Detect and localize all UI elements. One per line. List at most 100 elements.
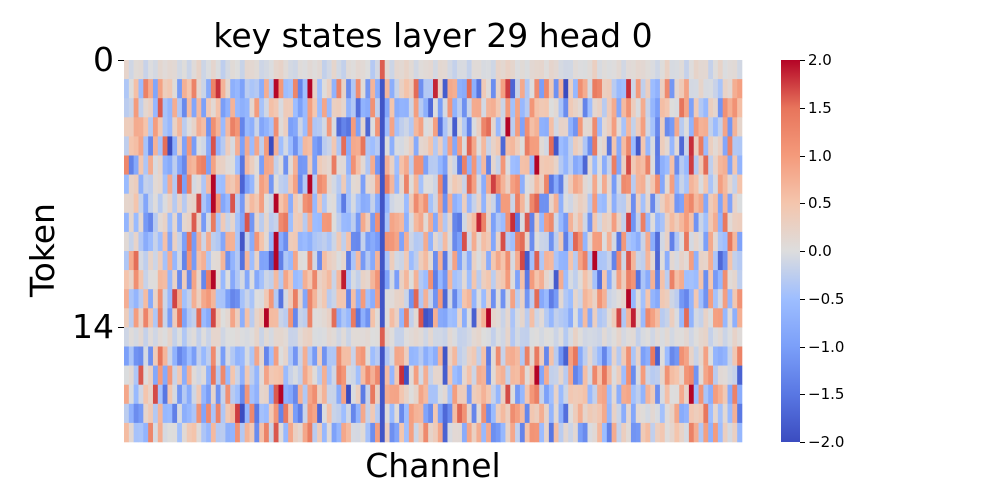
heatmap-cell — [365, 155, 371, 175]
heatmap-cell — [321, 98, 328, 118]
heatmap-cell — [664, 155, 670, 175]
heatmap-cell — [384, 365, 390, 385]
heatmap-cell — [172, 79, 178, 99]
heatmap-cell — [717, 117, 723, 137]
heatmap-cell — [471, 136, 477, 156]
heatmap-cell — [273, 117, 279, 137]
heatmap-cell — [486, 365, 492, 385]
heatmap-cell — [457, 155, 463, 175]
heatmap-cell — [606, 212, 612, 233]
heatmap-cell — [235, 384, 241, 405]
heatmap-cell — [534, 79, 540, 99]
heatmap-cell — [181, 289, 188, 309]
heatmap-cell — [481, 212, 487, 233]
heatmap-cell — [124, 365, 130, 385]
heatmap-cell — [698, 231, 704, 252]
heatmap-cell — [124, 403, 130, 424]
heatmap-cell — [688, 403, 695, 424]
heatmap-cell — [669, 231, 675, 252]
heatmap-cell — [524, 60, 530, 80]
heatmap-cell — [553, 193, 559, 214]
heatmap-cell — [693, 79, 699, 99]
heatmap-cell — [230, 98, 236, 118]
heatmap-cell — [490, 136, 497, 156]
heatmap-cell — [573, 79, 579, 99]
heatmap-cell — [529, 384, 535, 405]
heatmap-cell — [490, 212, 497, 233]
heatmap-cell — [703, 231, 709, 252]
heatmap-cell — [481, 403, 487, 424]
heatmap-cell — [365, 289, 371, 309]
heatmap-cell — [476, 384, 482, 405]
heatmap-cell — [206, 136, 212, 156]
heatmap-cell — [264, 193, 270, 214]
heatmap-cell — [626, 270, 632, 290]
heatmap-cell — [133, 327, 139, 347]
heatmap-cell — [341, 231, 347, 252]
heatmap-cell — [273, 422, 279, 443]
heatmap-cell — [278, 289, 284, 309]
heatmap-cell — [635, 403, 641, 424]
heatmap-cell — [601, 117, 608, 137]
heatmap-cell — [461, 174, 468, 194]
x-axis-label: Channel — [365, 446, 501, 485]
heatmap-cell — [418, 327, 424, 347]
heatmap-cell — [336, 365, 342, 385]
heatmap-cell — [452, 117, 458, 137]
heatmap-cell — [346, 155, 352, 175]
heatmap-cell — [597, 327, 603, 347]
heatmap-cell — [326, 155, 332, 175]
heatmap-cell — [587, 174, 593, 194]
heatmap-cell — [321, 403, 328, 424]
heatmap-cell — [582, 155, 588, 175]
heatmap-cell — [669, 384, 675, 405]
heatmap-cell — [235, 98, 241, 118]
heatmap-cell — [626, 136, 632, 156]
heatmap-cell — [722, 403, 728, 424]
heatmap-cell — [713, 422, 719, 443]
heatmap-cell — [259, 422, 265, 443]
heatmap-cell — [360, 231, 366, 252]
heatmap-cell — [124, 231, 130, 252]
heatmap-cell — [606, 193, 612, 214]
heatmap-cell — [326, 308, 332, 328]
heatmap-cell — [264, 98, 270, 118]
heatmap-cell — [466, 346, 472, 366]
heatmap-cell — [524, 384, 530, 405]
heatmap-cell — [664, 403, 670, 424]
heatmap-cell — [447, 117, 453, 137]
heatmap-cell — [350, 270, 357, 290]
heatmap-cell — [264, 212, 270, 233]
heatmap-cell — [717, 231, 723, 252]
heatmap-cell — [331, 403, 337, 424]
heatmap-cell — [177, 212, 183, 233]
heatmap-cell — [727, 251, 733, 271]
heatmap-cell — [389, 212, 395, 233]
heatmap-cell — [437, 308, 443, 328]
heatmap-cell — [336, 79, 342, 99]
heatmap-cell — [688, 365, 695, 385]
heatmap-cell — [288, 117, 294, 137]
heatmap-cell — [152, 79, 159, 99]
colorbar-tick-mark — [800, 394, 805, 396]
heatmap-cell — [278, 231, 284, 252]
heatmap-cell — [510, 365, 516, 385]
heatmap-cell — [490, 289, 497, 309]
heatmap-cell — [225, 308, 231, 328]
heatmap-cell — [370, 270, 376, 290]
heatmap-cell — [264, 231, 270, 252]
heatmap-cell — [452, 136, 458, 156]
heatmap-cell — [587, 231, 593, 252]
heatmap-cell — [650, 289, 656, 309]
heatmap-cell — [302, 384, 308, 405]
heatmap-cell — [471, 270, 477, 290]
heatmap-cell — [370, 231, 376, 252]
heatmap-cell — [457, 193, 463, 214]
heatmap-cell — [428, 79, 434, 99]
heatmap-cell — [519, 270, 526, 290]
heatmap-cell — [133, 155, 139, 175]
heatmap-cell — [447, 136, 453, 156]
heatmap-cell — [688, 384, 695, 405]
heatmap-cell — [273, 212, 279, 233]
heatmap-cell — [201, 365, 207, 385]
